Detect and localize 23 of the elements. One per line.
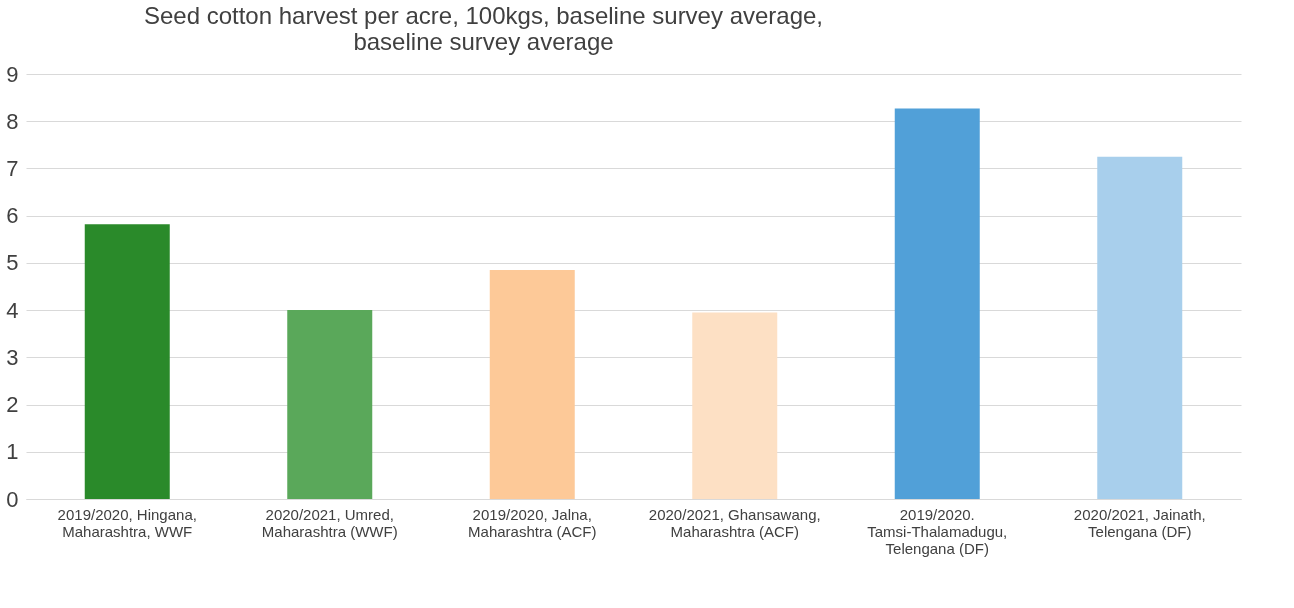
y-tick-label: 1 bbox=[6, 439, 19, 465]
y-tick-label: 8 bbox=[6, 108, 19, 134]
bar bbox=[84, 224, 170, 499]
x-tick-label: 2019/2020, Jalna, Maharashtra (ACF) bbox=[468, 505, 597, 540]
x-tick-label: 2019/2020, Hingana, Maharashtra, WWF bbox=[57, 505, 197, 540]
y-tick-label: 6 bbox=[6, 203, 19, 229]
x-tick-label: 2019/2020. Tamsi-Thalamadugu, Telengana (DF) bbox=[867, 505, 1008, 557]
bar bbox=[1097, 156, 1183, 499]
y-tick-label: 4 bbox=[6, 297, 19, 323]
y-tick-label: 5 bbox=[6, 250, 19, 276]
x-tick-label: 2020/2021, Ghansawang, Maharashtra (ACF) bbox=[648, 505, 821, 540]
y-tick-label: 3 bbox=[6, 344, 19, 370]
y-tick-label: 2 bbox=[6, 392, 19, 418]
y-tick-label: 0 bbox=[6, 486, 19, 512]
chart-title: Seed cotton harvest per acre, 100kgs, baseline survey average, baseline survey average bbox=[143, 2, 824, 55]
x-tick-label: 2020/2021, Umred, Maharashtra (WWF) bbox=[261, 505, 398, 540]
bar bbox=[894, 108, 980, 499]
y-tick-label: 9 bbox=[6, 61, 19, 87]
x-tick-label: 2020/2021, Jainath, Telengana (DF) bbox=[1073, 505, 1206, 540]
y-tick-label: 7 bbox=[6, 155, 19, 181]
bar bbox=[287, 310, 373, 499]
bar bbox=[489, 269, 575, 499]
bar bbox=[692, 312, 778, 499]
